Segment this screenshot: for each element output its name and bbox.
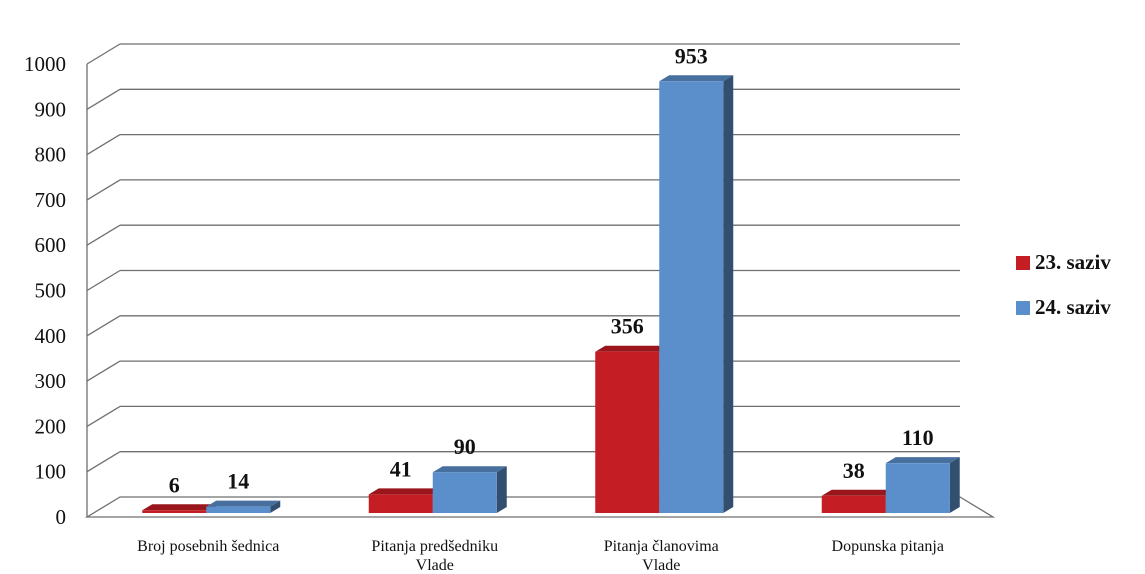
bar-1-3 (885, 463, 950, 513)
y-tick-label-1000: 1000 (24, 52, 66, 76)
legend-label-0: 23. saziv (1035, 250, 1111, 274)
y-tick-label-500: 500 (35, 279, 67, 303)
bar-top-0-2 (595, 345, 670, 352)
gridline-side-600 (86, 224, 121, 246)
x-tick-label-1-1: Vlade (416, 557, 454, 574)
data-label-1-0: 14 (227, 469, 249, 494)
bar-top-1-0 (206, 500, 281, 507)
bar-top-1-3 (885, 457, 960, 464)
bar-0-0 (142, 510, 207, 513)
y-tick-label-0: 0 (56, 505, 67, 529)
y-tick-label-900: 900 (35, 97, 67, 121)
data-label-1-1: 90 (454, 434, 476, 459)
x-tick-label-1-0: Pitanja predšedniku (371, 538, 498, 555)
bar-top-1-2 (659, 75, 734, 82)
bar-1-1 (432, 472, 497, 513)
y-tick-label-400: 400 (35, 324, 67, 348)
data-label-0-2: 356 (611, 314, 644, 339)
bar-side-1-2 (723, 75, 734, 513)
gridline-side-200 (86, 405, 121, 427)
legend-swatch-0 (1016, 256, 1030, 270)
bar-side-1-3 (949, 457, 960, 513)
bar-1-0 (206, 506, 271, 513)
bar-0-1 (368, 494, 433, 513)
bar-top-0-3 (821, 489, 896, 496)
x-tick-label-2-1: Vlade (642, 557, 680, 574)
bar-0-2 (595, 351, 660, 513)
x-tick-label-2-0: Pitanja članovima (604, 538, 719, 555)
y-tick-label-200: 200 (35, 414, 67, 438)
bar-0-3 (821, 495, 886, 513)
bar-1-2 (659, 81, 724, 513)
gridline-side-800 (86, 134, 121, 156)
data-label-0-0: 6 (169, 472, 180, 497)
bar-side-1-0 (270, 500, 281, 513)
gridline-side-100 (86, 451, 121, 473)
legend-swatch-1 (1016, 301, 1030, 315)
gridline-side-700 (86, 179, 121, 201)
x-tick-label-0-0: Broj posebnih šednica (137, 538, 279, 555)
bar-side-1-1 (496, 466, 507, 513)
data-label-0-3: 38 (843, 458, 865, 483)
bar-top-1-1 (432, 466, 507, 473)
gridline-side-900 (86, 88, 121, 110)
chart-floor (84, 496, 996, 518)
gridline-side-300 (86, 360, 121, 382)
legend-label-1: 24. saziv (1035, 295, 1111, 319)
y-tick-label-100: 100 (35, 460, 67, 484)
bar-top-0-1 (368, 488, 443, 495)
data-label-0-1: 41 (390, 456, 412, 481)
gridline-side-500 (86, 269, 121, 292)
y-tick-label-300: 300 (35, 369, 67, 393)
data-label-1-3: 110 (902, 425, 934, 450)
y-tick-label-800: 800 (35, 143, 67, 167)
bar-top-0-0 (142, 504, 217, 511)
x-tick-label-3-0: Dopunska pitanja (832, 538, 944, 555)
data-label-1-2: 953 (675, 43, 708, 68)
y-tick-label-700: 700 (35, 188, 67, 212)
gridline-side-400 (86, 315, 121, 337)
y-tick-label-600: 600 (35, 233, 67, 257)
gridline-side-1000 (86, 43, 121, 65)
